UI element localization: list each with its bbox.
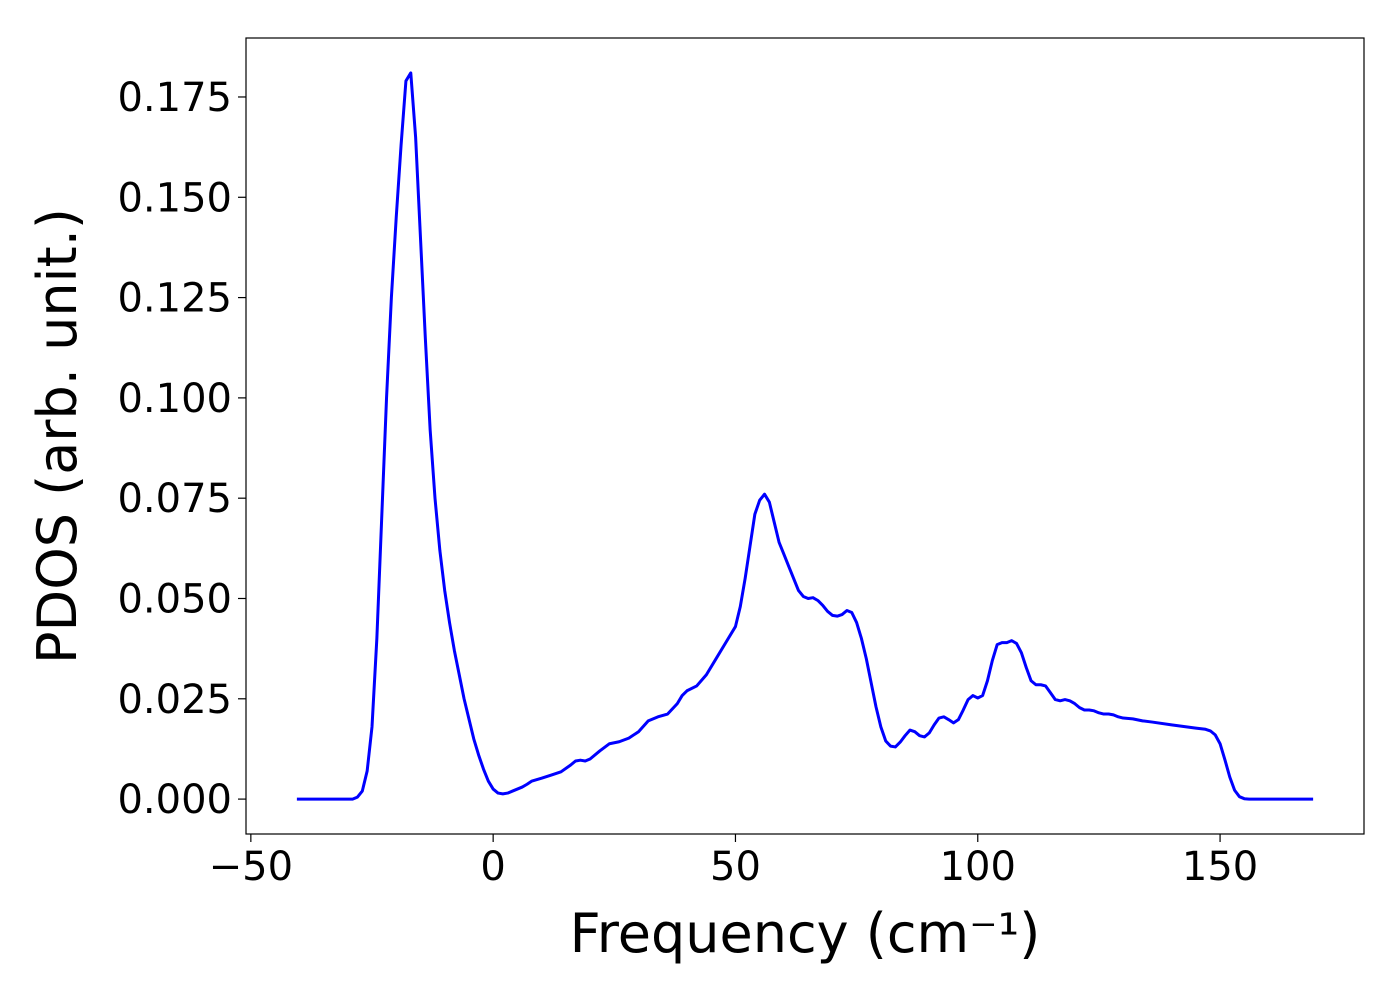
- y-tick-label: 0.025: [117, 677, 232, 723]
- y-axis-label: PDOS (arb. unit.): [26, 208, 89, 664]
- x-tick-label: 150: [1182, 844, 1258, 890]
- x-tick-label: −50: [209, 844, 293, 890]
- y-tick-label: 0.125: [117, 276, 232, 322]
- x-tick-label: 0: [480, 844, 505, 890]
- data-line: [296, 71, 1314, 801]
- y-tick-label: 0.175: [117, 75, 232, 121]
- y-tick-label: 0.050: [117, 576, 232, 622]
- plot-frame: [245, 37, 1365, 835]
- x-tick-label: 100: [940, 844, 1016, 890]
- y-tick-label: 0.150: [117, 175, 232, 221]
- x-axis-label: Frequency (cm⁻¹): [570, 902, 1041, 965]
- x-tick-label: 50: [710, 844, 761, 890]
- y-tick-label: 0.000: [117, 777, 232, 823]
- y-tick-label: 0.075: [117, 476, 232, 522]
- y-tick-label: 0.100: [117, 376, 232, 422]
